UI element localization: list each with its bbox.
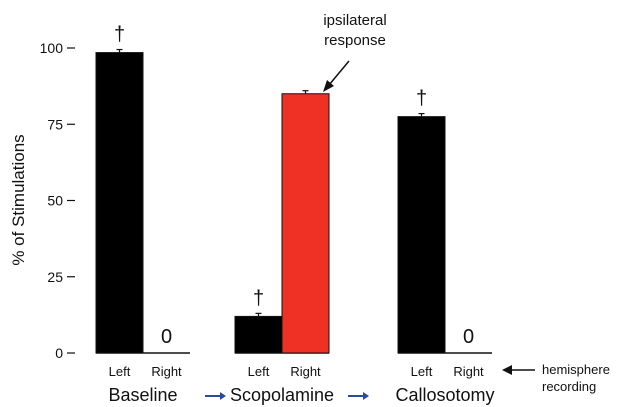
- ipsilateral-annotation-line1: ipsilateral: [323, 12, 386, 29]
- y-tick-label: 75: [47, 116, 63, 132]
- data-label: 0: [161, 326, 172, 348]
- bar: [234, 315, 283, 354]
- y-tick-label: 50: [47, 193, 63, 209]
- bar: [281, 93, 330, 354]
- hemisphere-annotation-line1: hemisphere: [542, 362, 610, 377]
- category-label: Right: [290, 364, 321, 379]
- phase-label: Callosotomy: [395, 385, 494, 405]
- category-label: Right: [151, 364, 182, 379]
- bar: [95, 52, 144, 354]
- hemisphere-arrow-head: [502, 365, 512, 375]
- y-tick-label: 0: [55, 345, 63, 361]
- labels: † Left 0 Right Baseline † Left Right Scopolamine…: [108, 24, 494, 405]
- phase-arrow-head: [363, 392, 369, 400]
- ipsilateral-annotation-line2: response: [324, 32, 386, 49]
- phase-arrow-head: [220, 392, 226, 400]
- annotations: ipsilateral response hemisphere recording: [323, 12, 610, 394]
- category-label: Left: [411, 364, 433, 379]
- phase-label: Baseline: [108, 385, 177, 405]
- data-label: 0: [463, 326, 474, 348]
- y-axis-title: % of Stimulations: [9, 134, 28, 265]
- ipsilateral-arrow-icon: [328, 60, 350, 86]
- y-tick-label: 100: [40, 40, 64, 56]
- y-tick-label: 25: [47, 269, 63, 285]
- category-label: Right: [453, 364, 484, 379]
- significance-marker: †: [416, 88, 427, 110]
- bars: [95, 48, 492, 354]
- bar: [397, 116, 446, 354]
- hemisphere-annotation-line2: recording: [542, 379, 596, 394]
- phase-label: Scopolamine: [230, 385, 334, 405]
- category-label: Left: [248, 364, 270, 379]
- ipsilateral-arrow-head: [323, 80, 334, 92]
- significance-marker: †: [253, 287, 264, 309]
- y-axis: 0 25 50 75 100 % of Stimulations: [9, 40, 75, 361]
- category-label: Left: [109, 364, 131, 379]
- significance-marker: †: [114, 24, 125, 46]
